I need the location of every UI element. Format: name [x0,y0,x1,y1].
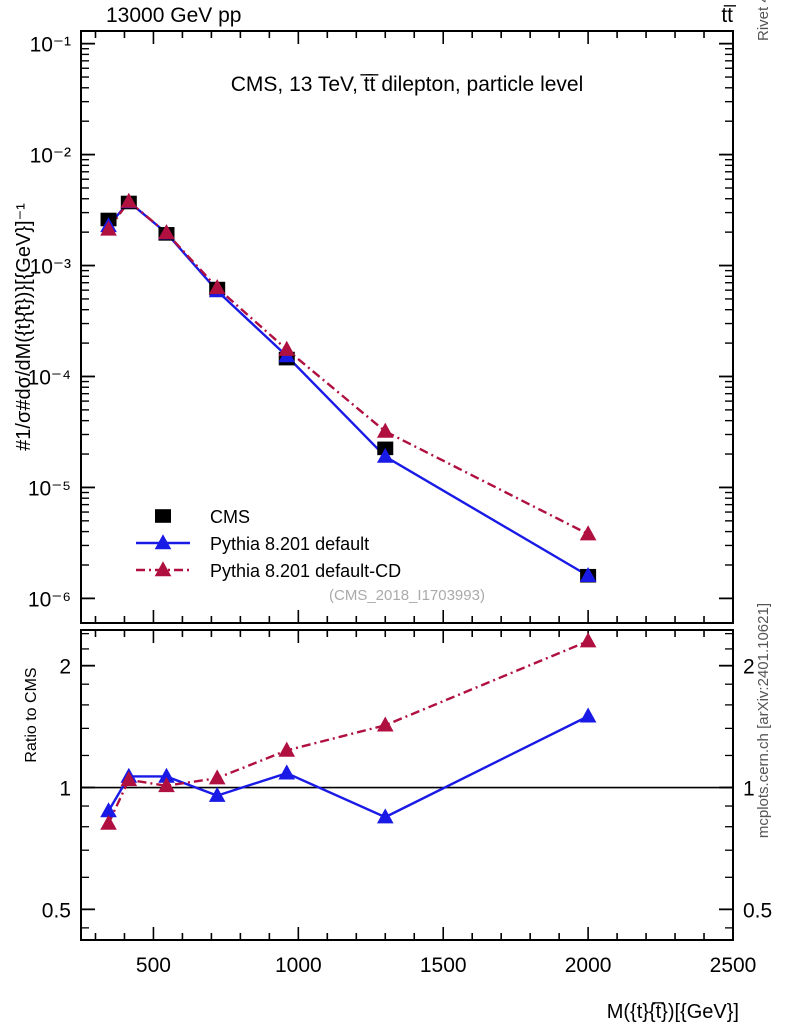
y-tick-label: 10⁻⁵ [28,477,71,500]
data-marker-triangle [158,777,175,793]
legend-label: Pythia 8.201 default-CD [210,561,401,581]
ratio-tick-label-right: 2 [743,656,755,679]
ratio-panel-frame [80,629,734,941]
y-tick-label: 10⁻² [30,145,71,168]
data-marker-triangle [208,786,226,802]
header-right-label: tt̅ [721,4,737,27]
data-marker-triangle [376,808,394,824]
data-marker-triangle [278,340,296,356]
data-marker-triangle [208,769,226,785]
main-panel-frame [80,30,734,624]
x-tick-label: 2500 [710,954,757,977]
data-marker-triangle [100,814,117,830]
watermark-label: (CMS_2018_I1703993) [329,587,485,604]
data-marker-triangle [376,716,394,732]
header-left-label: 13000 GeV pp [106,4,241,27]
plot-title: CMS, 13 TeV, t̅t̅ dilepton, particle lev… [231,73,584,96]
y-tick-label: 10⁻¹ [30,34,71,57]
side-label-top: Rivet 4.1.0, ≥ 100k events [755,0,772,41]
y-tick-label: 10⁻³ [30,256,71,279]
data-marker-triangle [579,566,597,583]
side-label-bottom: mcplots.cern.ch [arXiv:2401.10621] [755,603,772,838]
data-marker-triangle [154,534,172,550]
y-axis-label-ratio: Ratio to CMS [23,667,40,762]
data-marker-triangle [158,224,175,240]
data-marker-triangle [100,220,117,236]
x-tick-label: 1500 [420,954,467,977]
x-tick-label: 500 [136,954,171,977]
y-axis-label-main: #1/σ#dσ/dM({t}{̄t})}[{GeV}]⁻¹ [13,203,35,451]
ratio-tick-label: 0.5 [42,899,71,922]
series-line-pythia-8-201-default [107,200,589,577]
data-marker-triangle [120,192,138,208]
x-axis-label: M({t}{t̅})[{GeV}] [607,1001,739,1023]
series-line-pythia-8-201-default-cd [107,199,589,536]
data-marker-triangle [579,707,597,723]
data-marker-triangle [376,447,394,463]
data-marker-triangle [208,279,226,295]
data-marker-triangle [158,767,175,783]
data-marker-triangle [278,764,296,780]
ratio-tick-label-right: 1 [743,778,755,801]
data-marker-triangle [278,741,296,757]
y-tick-label: 10⁻⁶ [28,588,71,611]
ratio-line [107,639,589,824]
ratio-line [107,715,589,819]
ratio-tick-label: 1 [59,778,71,801]
data-marker-triangle [579,632,597,648]
legend-label: Pythia 8.201 default [210,534,369,554]
legend-label: CMS [210,507,250,527]
x-tick-label: 1000 [275,954,322,977]
data-marker-triangle [376,422,394,438]
x-tick-label: 2000 [565,954,612,977]
data-marker-triangle [120,771,138,787]
ratio-tick-label: 2 [59,656,71,679]
y-tick-label: 10⁻⁴ [28,366,71,389]
data-marker-triangle [154,561,172,577]
data-marker-square [155,509,171,523]
data-marker-triangle [100,802,117,818]
ratio-tick-label-right: 0.5 [743,899,772,922]
data-marker-triangle [579,525,597,541]
